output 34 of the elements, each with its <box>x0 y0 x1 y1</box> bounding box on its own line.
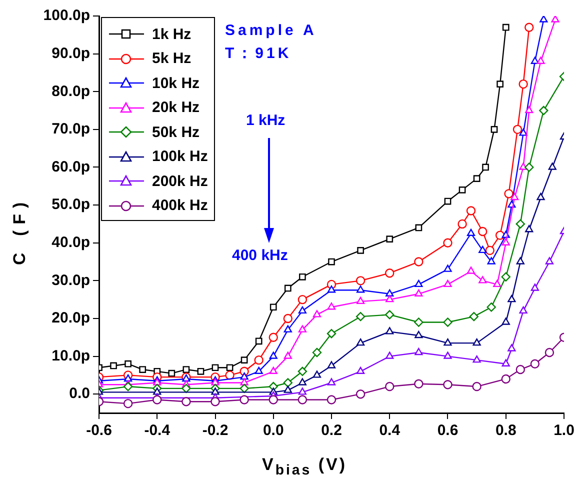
x-tick-label: 0.8 <box>495 422 516 440</box>
y-tick-label: 60.0p <box>52 158 90 176</box>
annotation: 1 kHz <box>246 112 286 129</box>
x-axis-title: V$_{bias}$ (V) <box>262 455 348 478</box>
x-tick-label: -0.6 <box>86 422 112 440</box>
x-tick-label: 0.0 <box>262 422 284 440</box>
x-tick-label: -0.4 <box>144 422 171 440</box>
legend-label: 200k Hz <box>152 172 208 190</box>
legend-label: 400k Hz <box>152 197 208 214</box>
x-tick-label: 0.6 <box>437 422 458 440</box>
y-tick-label: 90.0p <box>52 44 90 62</box>
x-tick-label: 0.4 <box>379 422 401 440</box>
y-tick-label: 100.0p <box>43 7 90 24</box>
y-axis-title: C (F) <box>10 196 30 265</box>
y-tick-label: 70.0p <box>52 120 90 138</box>
legend-label: 5k Hz <box>152 50 192 68</box>
legend-label: 20k Hz <box>152 99 200 116</box>
y-tick-label: 80.0p <box>52 82 90 100</box>
y-tick-label: 30.0p <box>52 272 90 289</box>
legend-label: 50k Hz <box>152 124 200 141</box>
annotation: T：91K <box>225 44 292 63</box>
y-tick-label: 20.0p <box>52 310 90 327</box>
x-tick-label: 1.0 <box>554 422 574 440</box>
annotation: 400 kHz <box>232 247 288 264</box>
annotation: Sample A <box>225 22 317 39</box>
legend-label: 10k Hz <box>152 74 200 92</box>
x-tick-label: -0.2 <box>202 422 228 440</box>
y-tick-label: 10.0p <box>52 347 90 364</box>
y-tick-label: 0.0 <box>69 385 90 402</box>
y-tick-label: 50.0p <box>52 196 90 214</box>
y-tick-label: 40.0p <box>52 234 90 251</box>
legend-label: 1k Hz <box>152 26 192 43</box>
legend-label: 100k Hz <box>152 148 208 166</box>
x-tick-label: 0.2 <box>321 422 342 440</box>
